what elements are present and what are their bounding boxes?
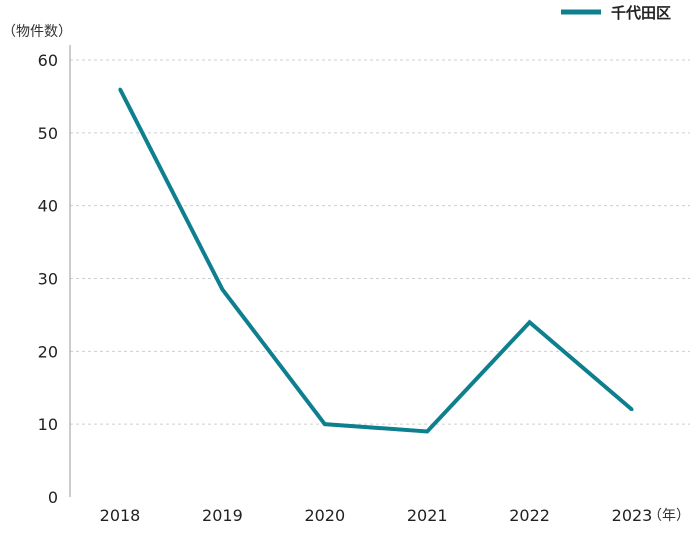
x-axis-unit: （年） (648, 508, 690, 524)
y-tick-label: 30 (38, 270, 58, 289)
y-tick-label: 60 (38, 51, 58, 70)
y-tick-labels: 0 10 20 30 40 50 60 (38, 51, 58, 507)
x-tick-label: 2023 (612, 506, 653, 525)
y-tick-label: 10 (38, 415, 58, 434)
x-tick-label: 2022 (509, 506, 550, 525)
grid-lines (70, 59, 690, 425)
x-tick-label: 2018 (100, 506, 141, 525)
legend: 千代田区 (561, 4, 671, 22)
data-point (323, 422, 327, 426)
x-tick-label: 2019 (202, 506, 243, 525)
data-point (220, 287, 224, 291)
y-tick-label: 40 (38, 197, 58, 216)
y-axis-unit: （物件数） (2, 24, 72, 40)
y-tick-label: 50 (38, 124, 58, 143)
y-tick-label: 20 (38, 342, 58, 361)
series-layer (118, 87, 634, 434)
legend-label: 千代田区 (611, 4, 671, 22)
x-tick-label: 2020 (304, 506, 345, 525)
data-point (630, 408, 634, 412)
data-point (425, 429, 429, 433)
x-tick-label: 2021 (407, 506, 448, 525)
data-point (528, 320, 532, 324)
y-tick-label: 0 (48, 488, 58, 507)
data-point (118, 87, 122, 91)
x-tick-labels: 2018 2019 2020 2021 2022 2023 (100, 506, 653, 525)
series-line (118, 88, 634, 434)
